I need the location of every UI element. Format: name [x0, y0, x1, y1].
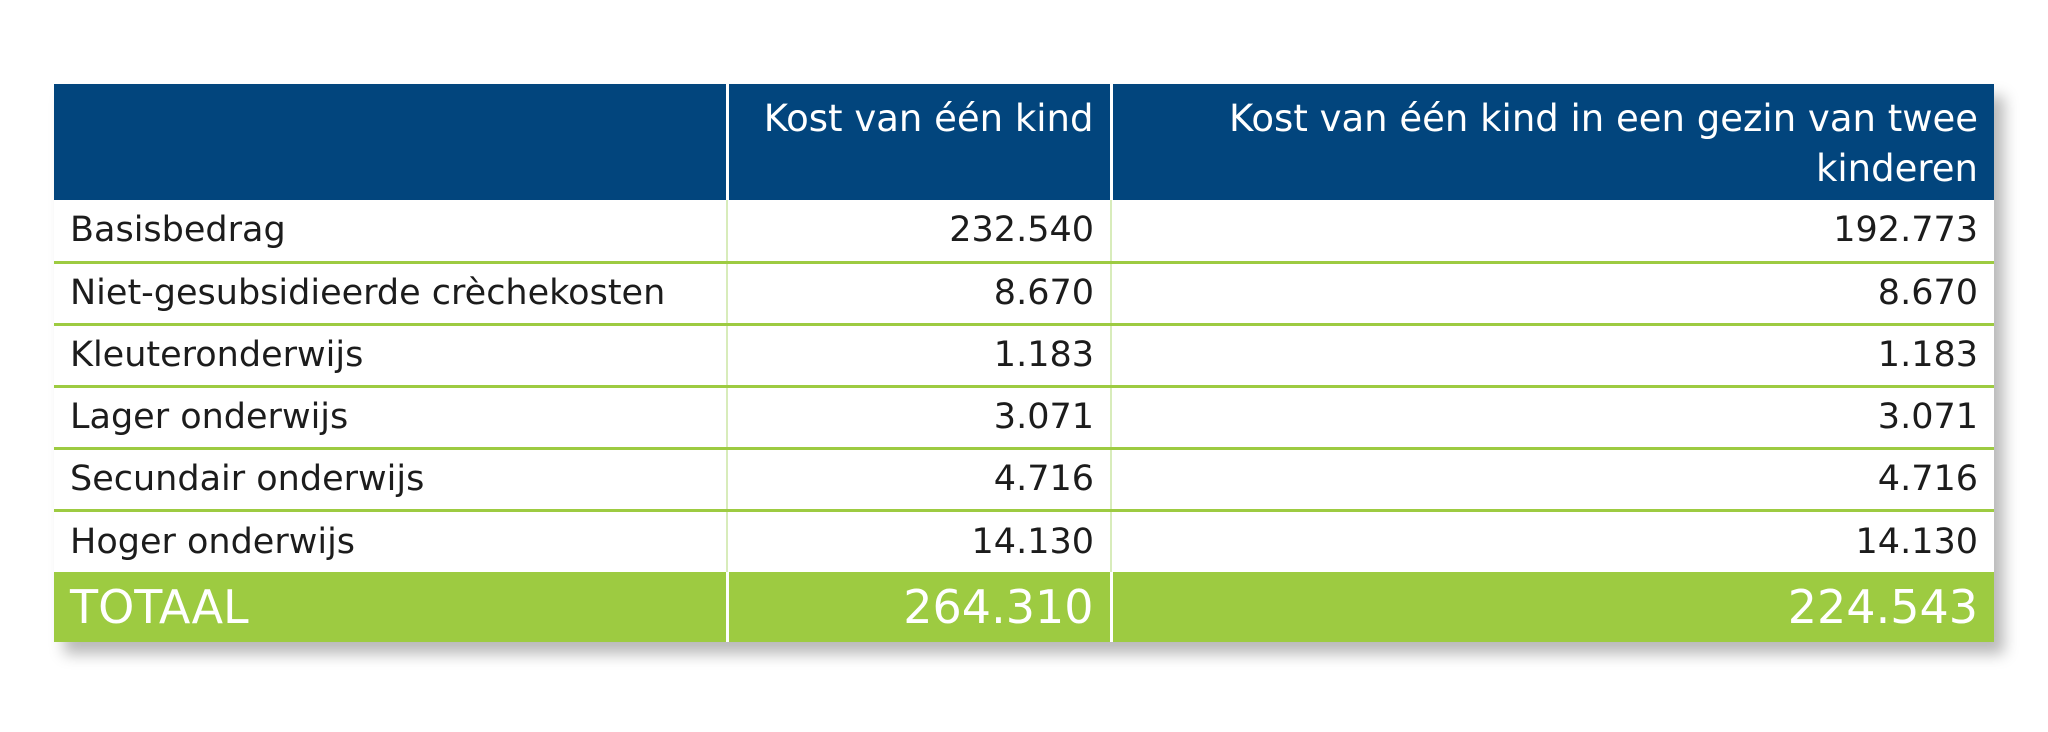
two-children-value: 1.183: [1110, 324, 1994, 388]
table-header: Kost van één kind Kost van één kind in e…: [54, 84, 1994, 200]
total-one-child: 264.310: [725, 572, 1111, 642]
row-label: Hoger onderwijs: [70, 521, 356, 562]
table-row: Basisbedrag 232.540 192.773: [54, 200, 1994, 264]
row-label: Basisbedrag: [54, 200, 727, 264]
two-children-value: 192.773: [1110, 200, 1994, 264]
row-label: Lager onderwijs: [54, 386, 727, 450]
one-child-value: 14.130: [726, 510, 1111, 572]
one-child-value: 3.071: [726, 386, 1111, 450]
one-child-value: 232.540: [726, 200, 1111, 264]
table-row: Secundair onderwijs 4.716 4.716: [54, 448, 1994, 512]
two-children-value: 14.130: [1110, 510, 1994, 572]
one-child-value: 4.716: [726, 448, 1111, 512]
table-row: Hoger onderwijs 14.130 14.130: [54, 510, 1994, 572]
row-label: Secundair onderwijs: [54, 448, 727, 512]
row-label: Kleuteronderwijs: [54, 324, 727, 388]
one-child-value: 8.670: [726, 262, 1111, 326]
header-one-child: Kost van één kind: [725, 84, 1111, 200]
total-two-children: 224.543: [1109, 572, 1994, 642]
table-row: Lager onderwijs 3.071 3.071: [54, 386, 1994, 450]
cost-table-container: Kost van één kind Kost van één kind in e…: [54, 84, 1994, 642]
table-footer: TOTAAL 264.310 224.543: [54, 572, 1994, 642]
table-body: Basisbedrag 232.540 192.773 Niet-gesubsi…: [54, 200, 1994, 572]
cost-table: Kost van één kind Kost van één kind in e…: [54, 84, 1994, 642]
header-two-children: Kost van één kind in een gezin van twee …: [1109, 84, 1994, 200]
two-children-value: 8.670: [1110, 262, 1994, 326]
header-empty-cell: [54, 84, 727, 200]
total-row: TOTAAL 264.310 224.543: [54, 572, 1994, 642]
two-children-value: 3.071: [1110, 386, 1994, 450]
row-label: Niet-gesubsidieerde crèchekosten: [54, 262, 727, 326]
total-label: TOTAAL: [54, 572, 727, 642]
one-child-value: 1.183: [726, 324, 1111, 388]
table-row: Niet-gesubsidieerde crèchekosten 8.670 8…: [54, 262, 1994, 326]
table-row: Kleuteronderwijs 1.183 1.183: [54, 324, 1994, 388]
two-children-value: 4.716: [1110, 448, 1994, 512]
header-row: Kost van één kind Kost van één kind in e…: [54, 84, 1994, 200]
